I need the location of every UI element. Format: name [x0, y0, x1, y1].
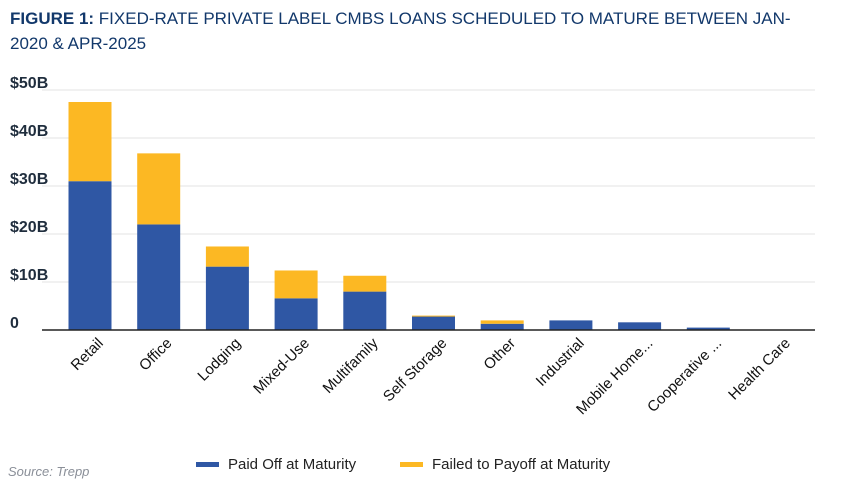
x-tick-label: Retail [68, 335, 107, 374]
bar-failed-to-payoff [480, 320, 524, 324]
bar-series [68, 102, 799, 331]
y-axis-tick-labels: 0 $10B $20B $30B $40B $50B [10, 75, 48, 332]
x-tick-label: Office [136, 335, 176, 375]
bar-failed-to-payoff [68, 102, 112, 182]
x-tick-label: Mixed-Use [250, 335, 313, 398]
x-tick-label: Lodging [194, 335, 244, 385]
bar-paid-off [343, 291, 387, 330]
legend-label-paid-off: Paid Off at Maturity [228, 455, 357, 473]
x-tick-label: Self Storage [380, 335, 450, 405]
bar-failed-to-payoff [343, 275, 387, 292]
bar-paid-off [274, 298, 318, 330]
source-note: Source: Trepp [8, 464, 90, 479]
x-tick-label: Other [480, 335, 519, 374]
bar-paid-off [549, 320, 593, 330]
bar-paid-off [68, 181, 112, 330]
y-tick-label: $20B [10, 219, 48, 236]
bar-failed-to-payoff [137, 153, 181, 225]
legend-item-failed-to-payoff: Failed to Payoff at Maturity [400, 454, 610, 474]
chart-title: FIGURE 1: FIXED-RATE PRIVATE LABEL CMBS … [10, 6, 810, 56]
y-tick-label: $40B [10, 123, 48, 140]
bar-paid-off [205, 266, 249, 330]
bar-paid-off [137, 224, 181, 330]
x-tick-label: Industrial [533, 335, 588, 390]
y-tick-label: $10B [10, 267, 48, 284]
y-tick-label: $30B [10, 171, 48, 188]
x-tick-label: Health Care [725, 335, 794, 404]
x-axis-tick-labels: Retail Office Lodging Mixed-Use MultifamilyS… [68, 334, 794, 418]
legend-swatch-paid-off [196, 461, 219, 467]
legend-swatch-failed [400, 461, 423, 467]
bar-paid-off [618, 322, 662, 330]
y-tick-label: $50B [10, 75, 48, 92]
y-tick-label: 0 [10, 315, 19, 332]
x-tick-label: Multifamily [320, 334, 382, 396]
figure-label: FIGURE 1: [10, 9, 95, 28]
bar-paid-off [686, 327, 730, 330]
legend-label-failed: Failed to Payoff at Maturity [432, 455, 611, 473]
bar-failed-to-payoff [205, 246, 249, 267]
bar-failed-to-payoff [274, 270, 318, 299]
bar-failed-to-payoff [412, 315, 455, 317]
figure-title: FIXED-RATE PRIVATE LABEL CMBS LOANS SCHE… [10, 9, 791, 53]
legend-item-paid-off: Paid Off at Maturity [196, 454, 356, 474]
bar-paid-off [480, 323, 524, 330]
bar-paid-off [412, 316, 455, 330]
